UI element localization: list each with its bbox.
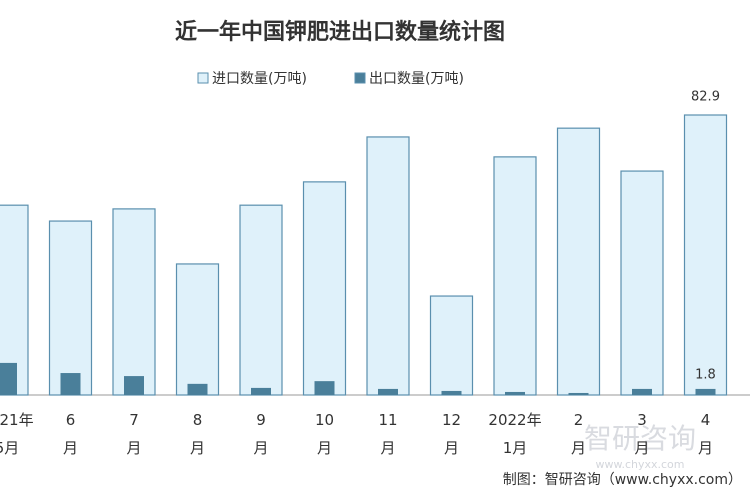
watermark-url: www.chyxx.com — [595, 458, 684, 471]
value-label: 1.8 — [695, 367, 716, 382]
x-tick-label: 10 月 — [315, 411, 334, 457]
bar — [632, 388, 652, 395]
bar — [568, 392, 589, 395]
bar — [620, 170, 664, 396]
watermark: 智研咨询 — [584, 422, 696, 455]
bar — [378, 388, 398, 395]
legend-label: 出口数量(万吨) — [369, 71, 464, 87]
chart-title: 近一年中国钾肥进出口数量统计图 — [175, 19, 505, 45]
bar — [60, 373, 81, 395]
bar — [366, 136, 410, 396]
bar — [556, 127, 601, 396]
legend-swatch — [197, 72, 209, 84]
bar — [441, 390, 462, 395]
legend-swatch — [354, 72, 366, 84]
bar — [112, 208, 156, 396]
x-tick-label: 12 月 — [442, 411, 461, 457]
value-label: 82.9 — [691, 90, 720, 105]
bar — [239, 204, 283, 396]
bar — [0, 362, 17, 395]
bar — [187, 383, 208, 395]
bar — [493, 156, 537, 396]
bar — [314, 381, 335, 395]
x-tick-label: 2021年5月 — [0, 411, 34, 457]
bar — [429, 295, 474, 396]
bar — [175, 263, 220, 396]
bar — [251, 387, 271, 395]
x-tick-label: 2022年 1月 — [488, 411, 541, 457]
source: 制图：智研咨询（www.chyxx.com） — [503, 472, 742, 488]
bar — [302, 181, 347, 396]
bar — [683, 114, 728, 396]
bar — [505, 391, 525, 395]
bar — [124, 376, 144, 395]
x-tick-label: 11 月 — [378, 411, 397, 457]
bar — [695, 388, 716, 395]
bar — [48, 220, 93, 396]
legend-label: 进口数量(万吨) — [212, 71, 307, 87]
